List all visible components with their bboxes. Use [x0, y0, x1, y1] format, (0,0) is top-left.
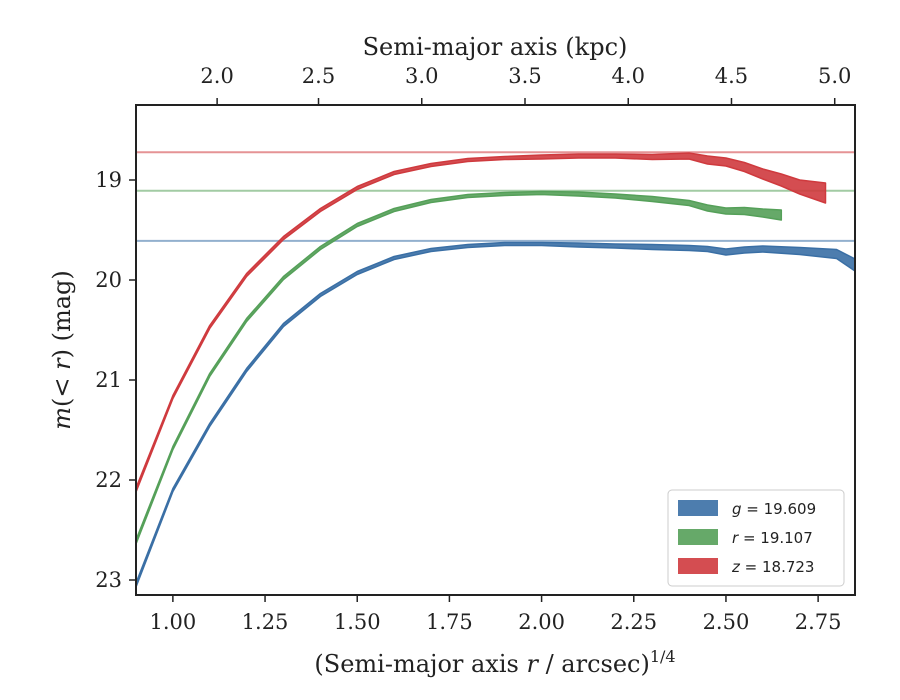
series-band-g — [136, 241, 855, 588]
legend-label-g: g = 19.609 — [732, 500, 816, 518]
legend-swatch-r — [678, 529, 718, 545]
ticks-layer: 1.00 1.25 1.50 1.75 2.00 2.25 2.50 2.75 19 20 21 22… — [95, 64, 851, 634]
legend-swatch-z — [678, 558, 718, 574]
y-tick-label: 23 — [95, 568, 122, 592]
legend: g = 19.609 r = 19.107 z = 18.723 — [667, 489, 845, 587]
x-tick-label: 2.00 — [518, 610, 565, 634]
x-tick-label: 1.75 — [426, 610, 473, 634]
y-tick-label: 21 — [95, 368, 122, 392]
legend-swatch-g — [678, 500, 718, 516]
top-x-tick-label: 3.0 — [405, 64, 438, 88]
series-layer — [136, 151, 855, 588]
top-x-tick-label: 3.5 — [508, 64, 541, 88]
series-band-r — [136, 190, 783, 545]
plot-frame — [135, 104, 856, 596]
x-axis-label: (Semi-major axis r / arcsec)1/4 — [314, 647, 675, 678]
legend-label-z: z = 18.723 — [731, 558, 814, 576]
top-x-tick-label: 5.0 — [818, 64, 851, 88]
legend-label-r: r = 19.107 — [732, 529, 813, 547]
top-x-tick-label: 2.5 — [302, 64, 335, 88]
y-tick-label: 19 — [95, 168, 122, 192]
x-tick-label: 2.50 — [703, 610, 750, 634]
series-band-z — [136, 152, 827, 493]
x-tick-label: 1.00 — [149, 610, 196, 634]
top-x-tick-label: 4.0 — [612, 64, 645, 88]
top-x-tick-label: 2.0 — [200, 64, 233, 88]
x-tick-label: 2.25 — [610, 610, 657, 634]
top-x-axis-label: Semi-major axis (kpc) — [363, 33, 628, 61]
y-tick-label: 22 — [95, 468, 122, 492]
top-x-tick-label: 4.5 — [715, 64, 748, 88]
x-tick-label: 1.50 — [334, 610, 381, 634]
x-tick-label: 1.25 — [242, 610, 289, 634]
x-tick-label: 2.75 — [795, 610, 842, 634]
y-tick-label: 20 — [95, 268, 122, 292]
y-axis-label: m(< r) (mag) — [48, 270, 76, 430]
